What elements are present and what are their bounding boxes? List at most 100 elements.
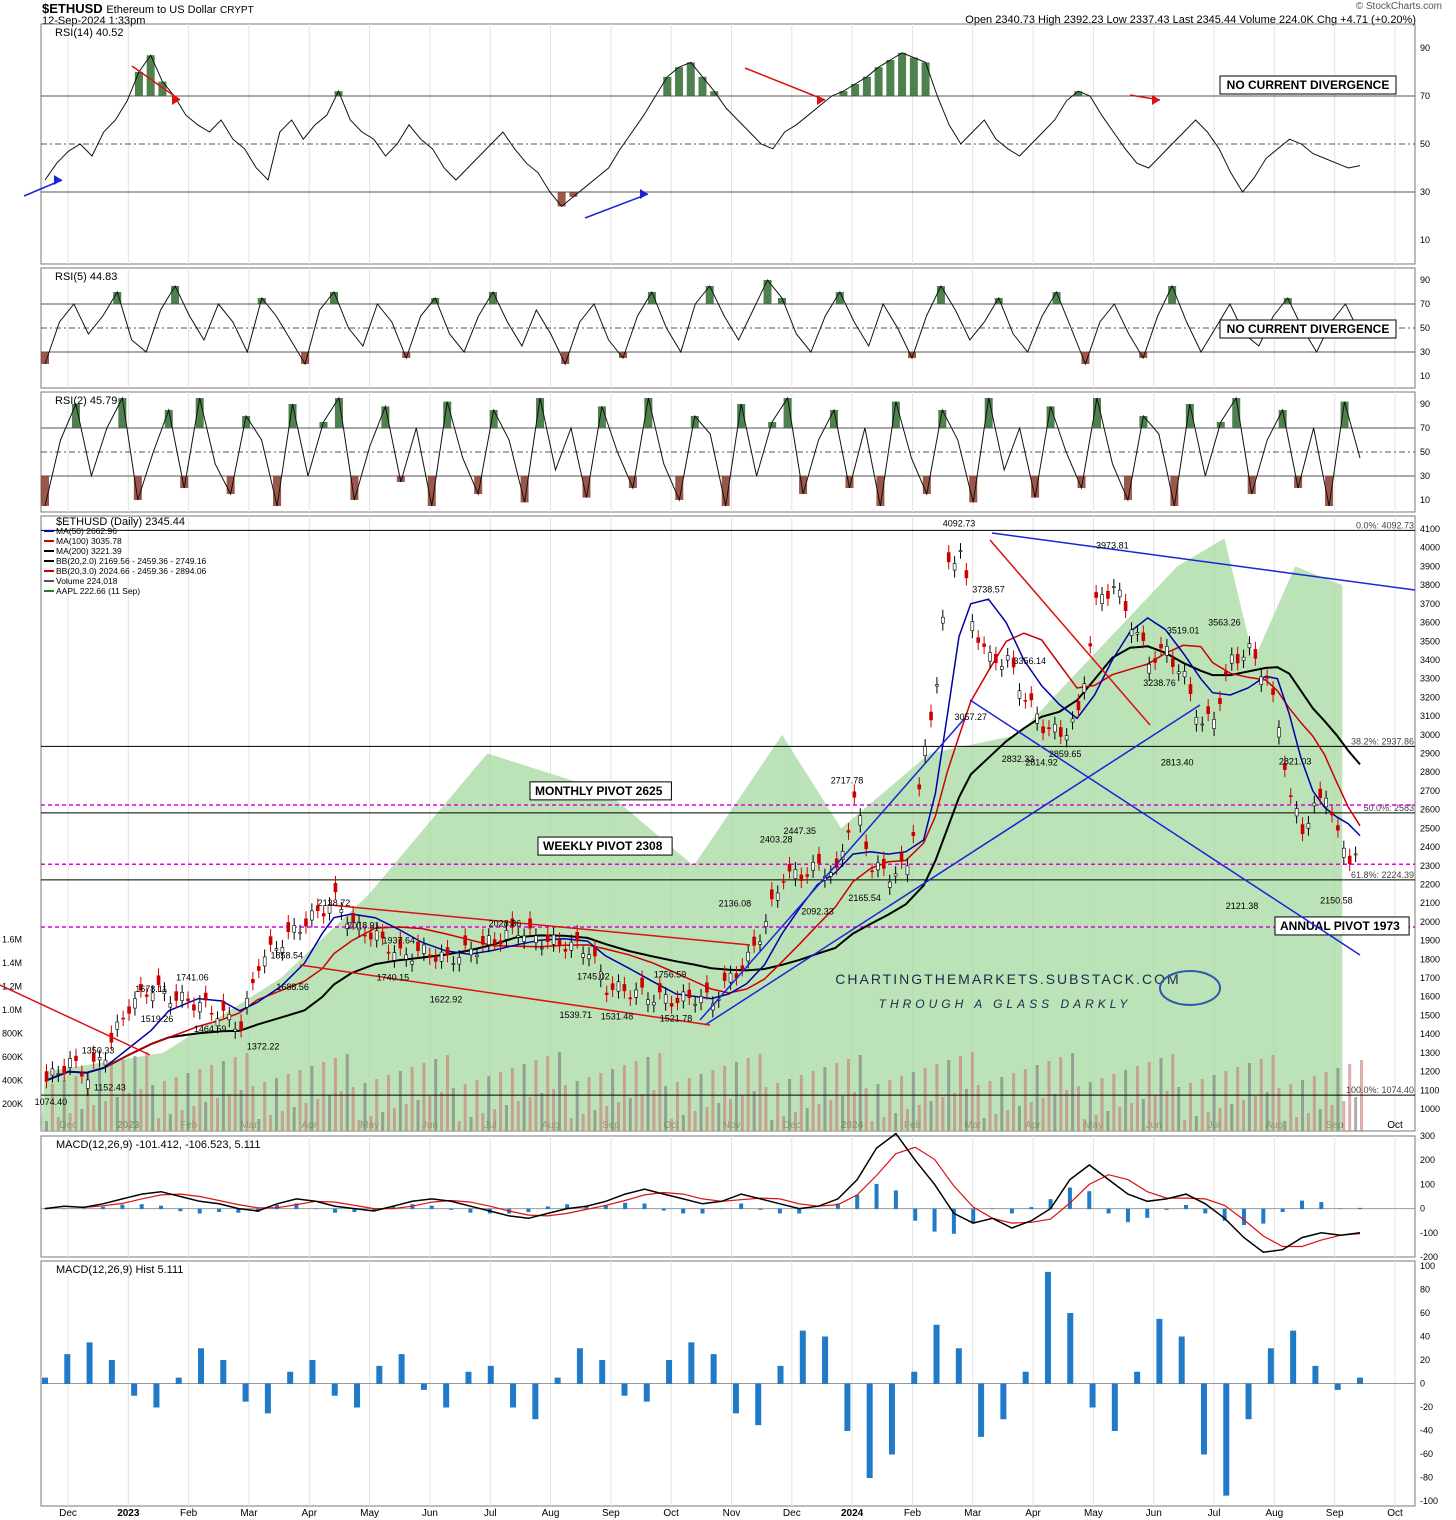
- volume-bar: [994, 1114, 998, 1131]
- volume-bar: [575, 1081, 579, 1131]
- candle-body: [746, 951, 751, 962]
- fib-label: 50.0%: 2583: [1363, 803, 1414, 813]
- volume-bar: [717, 1103, 721, 1131]
- rsi-oversold-fill: [1123, 476, 1132, 500]
- volume-bar: [375, 1079, 379, 1131]
- candle-body: [127, 1006, 131, 1014]
- hist-bar: [287, 1371, 294, 1384]
- rsi-overbought-fill: [783, 398, 792, 428]
- macd-tick-label: 100: [1420, 1179, 1435, 1189]
- macd-hist-bar: [816, 1208, 821, 1210]
- divergence-arrow-icon: [172, 95, 180, 105]
- volume-bar: [516, 1101, 520, 1131]
- macd-tick-label: 300: [1420, 1131, 1435, 1141]
- hist-bar: [1067, 1313, 1074, 1384]
- ma100-line: [44, 632, 1361, 1082]
- rsi-oversold-fill: [908, 352, 917, 358]
- price-tick-label: 2600: [1420, 805, 1440, 815]
- rsi-overbought-fill: [663, 76, 672, 96]
- price-annotation: 2813.40: [1161, 758, 1194, 768]
- volume-bar: [233, 1057, 237, 1131]
- macd-tick-label: 200: [1420, 1155, 1435, 1165]
- macd-hist-bar: [139, 1204, 144, 1210]
- candle-body: [410, 960, 414, 965]
- rsi-oversold-fill: [1247, 476, 1256, 494]
- hist-tick-label: 20: [1420, 1355, 1430, 1365]
- candle-body: [752, 936, 756, 946]
- candle-body: [1076, 701, 1081, 711]
- volume-bar: [510, 1068, 514, 1131]
- price-tick-label: 3000: [1420, 730, 1440, 740]
- rsi-tick-label: 10: [1420, 371, 1430, 381]
- candle-body: [80, 1072, 84, 1077]
- macd-hist-bar: [932, 1208, 937, 1232]
- volume-bar: [1130, 1103, 1134, 1131]
- rsi-overbought-fill: [698, 76, 707, 96]
- volume-bar: [45, 1121, 48, 1131]
- candle-body: [640, 977, 644, 988]
- hist-bar: [198, 1348, 205, 1384]
- price-annotation: 2121.38: [1226, 901, 1259, 911]
- rsi-overbought-fill: [330, 292, 339, 304]
- candle-body: [976, 637, 981, 643]
- candle-body: [740, 965, 745, 970]
- volume-bar: [1283, 1121, 1287, 1131]
- price-tick-label: 3900: [1420, 561, 1440, 571]
- price-tick-label: 3600: [1420, 618, 1440, 628]
- candle-body: [982, 643, 986, 647]
- volume-bar: [151, 1085, 155, 1131]
- price-tick-label: 1500: [1420, 1010, 1440, 1020]
- rsi-overbought-fill: [710, 91, 719, 96]
- pivot-label-box: [529, 781, 672, 801]
- macd-tick-label: -100: [1420, 1228, 1438, 1238]
- hist-bar: [398, 1354, 405, 1384]
- candle-body: [68, 1058, 72, 1068]
- candle-body: [392, 952, 397, 961]
- candle-body: [422, 944, 426, 954]
- volume-bar: [475, 1080, 479, 1131]
- candle-body: [882, 858, 886, 869]
- candle-body: [115, 1021, 120, 1030]
- candle-body: [1182, 671, 1187, 678]
- volume-bar: [605, 1106, 609, 1131]
- candle-body: [864, 841, 868, 849]
- candle-body: [699, 996, 703, 1004]
- candle-body: [174, 991, 179, 1001]
- ohlc-readout: Open 2340.73 High 2392.23 Low 2337.43 La…: [965, 14, 1416, 26]
- volume-bar: [239, 1090, 243, 1131]
- x-tick-label: Jun: [1146, 1508, 1162, 1519]
- volume-bar: [387, 1075, 391, 1131]
- candle-body: [504, 930, 509, 940]
- volume-bar: [599, 1073, 603, 1131]
- volume-bar: [345, 1054, 349, 1131]
- hist-tick-label: -100: [1420, 1496, 1438, 1506]
- rsi-overbought-fill: [921, 62, 930, 96]
- volume-bar: [1071, 1053, 1075, 1131]
- rsi-oversold-fill: [721, 476, 730, 506]
- price-annotation: 1622.92: [430, 994, 463, 1004]
- volume-bar: [469, 1117, 473, 1131]
- candle-body: [1312, 802, 1317, 807]
- hist-bar: [710, 1354, 717, 1384]
- candle-body: [156, 975, 161, 986]
- rsi-overbought-fill: [862, 76, 871, 96]
- macd-hist-bar: [835, 1203, 840, 1210]
- hist-bar: [510, 1383, 517, 1408]
- rsi-oversold-fill: [569, 192, 578, 197]
- volume-bar: [1277, 1088, 1281, 1131]
- candle-body: [192, 1004, 196, 1011]
- rsi-overbought-fill: [288, 404, 297, 428]
- volume-bar: [799, 1075, 803, 1131]
- candle-body: [262, 956, 267, 967]
- x-tick-label: Jun: [422, 1508, 438, 1519]
- candle-body: [1300, 824, 1305, 835]
- volume-bar: [693, 1111, 697, 1131]
- rsi-tick-label: 50: [1420, 139, 1430, 149]
- price-tick-label: 3700: [1420, 599, 1440, 609]
- hist-bar: [799, 1330, 806, 1384]
- volume-bar: [563, 1085, 567, 1131]
- macd-hist-bar: [352, 1208, 357, 1213]
- rsi-oversold-fill: [876, 476, 885, 506]
- candle-body: [781, 881, 786, 883]
- rsi-overbought-fill: [839, 91, 848, 96]
